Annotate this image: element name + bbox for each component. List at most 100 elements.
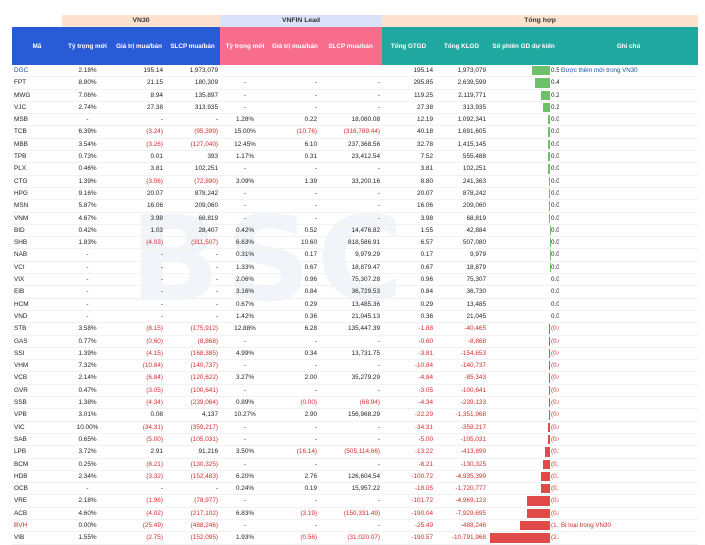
group-blank (12, 15, 62, 27)
ticker-cell: SSB (12, 397, 62, 409)
sessions-bar (549, 201, 550, 210)
cell-s2: 21,045.13 (319, 310, 382, 322)
cell-v2: - (270, 519, 319, 531)
cell-gt: -18.05 (382, 483, 435, 495)
cell-s2: - (319, 458, 382, 470)
note-cell (559, 421, 698, 433)
cell-kl: 13,485 (435, 298, 488, 310)
cell-gt: 32.78 (382, 138, 435, 150)
cell-gt: -34.31 (382, 421, 435, 433)
cell-v2: - (270, 360, 319, 372)
cell-w1: 2.18% (62, 495, 113, 507)
cell-s1: (152,483) (165, 470, 220, 482)
cell-s2: 13,485.36 (319, 298, 382, 310)
sessions-value: (0.02) (551, 372, 559, 383)
cell-v1: (4.03) (113, 237, 165, 249)
cell-w2: 3.16% (220, 286, 270, 298)
cell-s1: 393 (165, 151, 220, 163)
sessions-cell: (0.20) (488, 446, 559, 458)
sessions-cell: (0.32) (488, 470, 559, 482)
sessions-cell: 0.07 (488, 114, 559, 126)
col-vn30-value: Giá trị mua/bán (113, 27, 165, 65)
cell-w1: 3.01% (62, 409, 113, 421)
sessions-value: (0.08) (551, 422, 559, 433)
cell-v1: - (113, 274, 165, 286)
cell-gt: -25.49 (382, 519, 435, 531)
cell-w2: 1.93% (220, 532, 270, 544)
cell-gt: 0.17 (382, 249, 435, 261)
cell-kl: -1,351,968 (435, 409, 488, 421)
cell-v1: (5.00) (113, 433, 165, 445)
note-cell (559, 335, 698, 347)
cell-kl: 878,242 (435, 187, 488, 199)
cell-s2: (150,331.49) (319, 507, 382, 519)
cell-w2: 1.42% (220, 310, 270, 322)
sessions-value: (0.01) (551, 348, 559, 359)
cell-w1: 2.34% (62, 470, 113, 482)
cell-s1: 878,242 (165, 187, 220, 199)
sessions-value: 0.01 (551, 262, 559, 273)
rebalance-table: VN30 VNFIN Lead Tổng hợp Mã Tỷ trọng mới… (12, 15, 698, 545)
cell-s1: - (165, 298, 220, 310)
cell-s2: - (319, 433, 382, 445)
cell-v2: (3.19) (270, 507, 319, 519)
col-ticker: Mã (12, 27, 62, 65)
cell-s1: 313,935 (165, 101, 220, 113)
col-vn30-volume: SLCP mua/bán (165, 27, 220, 65)
cell-gt: 0.29 (382, 298, 435, 310)
ticker-cell: HPG (12, 187, 62, 199)
sessions-value: 0.06 (551, 151, 559, 162)
cell-kl: -4,935,399 (435, 470, 488, 482)
cell-kl: 21,045 (435, 310, 488, 322)
cell-s2: 18,080.08 (319, 114, 382, 126)
cell-v2: - (270, 433, 319, 445)
cell-s2: 35,279.29 (319, 372, 382, 384)
cell-gt: 0.36 (382, 310, 435, 322)
cell-w2: 0.31% (220, 249, 270, 261)
note-cell (559, 77, 698, 89)
group-vnfin: VNFIN Lead (220, 15, 382, 27)
cell-s1: 91,216 (165, 446, 220, 458)
cell-w2: 3.09% (220, 175, 270, 187)
cell-v2: - (270, 335, 319, 347)
cell-s2: 33,200.16 (319, 175, 382, 187)
cell-s2: 237,368.56 (319, 138, 382, 150)
cell-w1: 1.39% (62, 175, 113, 187)
ticker-cell: CTG (12, 175, 62, 187)
sessions-value: 0.01 (551, 249, 559, 260)
cell-v2: - (270, 77, 319, 89)
cell-w1: 3.72% (62, 446, 113, 458)
cell-w2: 0.42% (220, 224, 270, 236)
note-cell (559, 237, 698, 249)
cell-v2: - (270, 495, 319, 507)
cell-v1: 1.03 (113, 224, 165, 236)
ticker-cell: VCB (12, 372, 62, 384)
cell-w2: 1.28% (220, 114, 270, 126)
sessions-cell: 0.50 (488, 65, 559, 77)
cell-w1: 0.73% (62, 151, 113, 163)
sessions-value: 0.02 (551, 213, 559, 224)
cell-v1: - (113, 483, 165, 495)
cell-s1: 135,897 (165, 89, 220, 101)
cell-w1: 1.39% (62, 347, 113, 359)
sessions-cell: 0.02 (488, 212, 559, 224)
cell-v1: (3.05) (113, 384, 165, 396)
sessions-cell: (0.02) (488, 372, 559, 384)
cell-s1: (95,399) (165, 126, 220, 138)
sessions-cell: (0.09) (488, 433, 559, 445)
table-row: MWG7.06%8.94135,897---119.252,119,7710.2… (12, 89, 698, 101)
cell-w1: 8.80% (62, 77, 113, 89)
cell-w2: - (220, 101, 270, 113)
ticker-cell: VIX (12, 274, 62, 286)
cell-w2: - (220, 89, 270, 101)
cell-gt: -4.84 (382, 372, 435, 384)
cell-w2: 1.33% (220, 261, 270, 273)
sessions-value: (0.34) (551, 483, 559, 494)
cell-w1: 7.32% (62, 360, 113, 372)
cell-w2: 6.63% (220, 237, 270, 249)
note-cell (559, 470, 698, 482)
sessions-bar (548, 164, 550, 173)
